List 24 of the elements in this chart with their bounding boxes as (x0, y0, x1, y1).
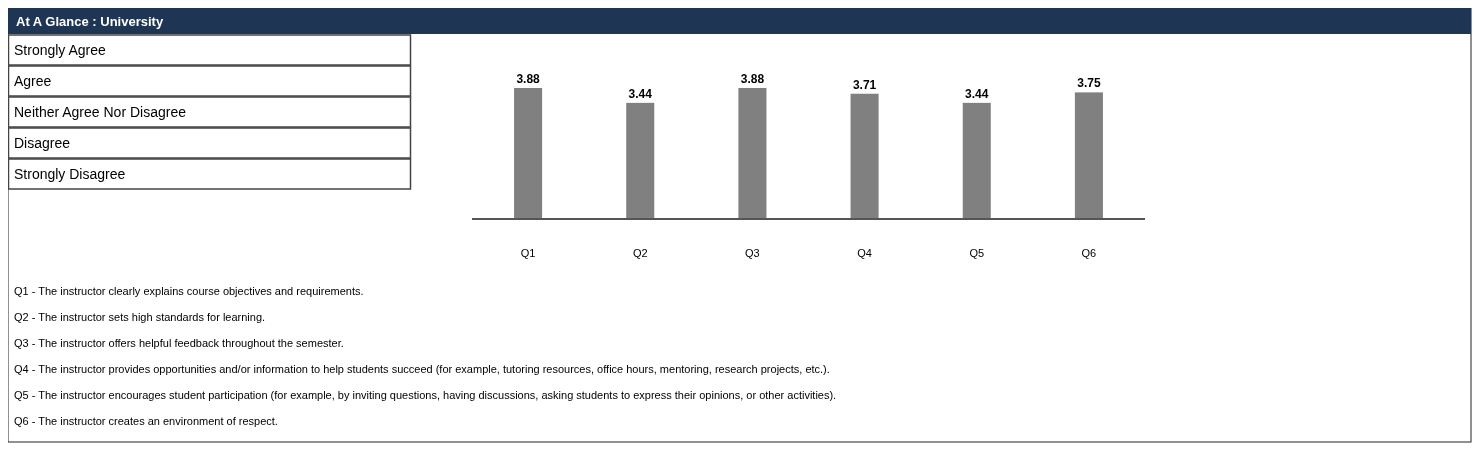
x-tick-label: Q1 (520, 247, 536, 259)
x-tick-label: Q4 (857, 247, 872, 259)
text: Q6 - The instructor creates an environment of respect. (14, 415, 278, 427)
text: Disagree (14, 135, 71, 151)
x-tick-label: Q3 (745, 247, 760, 259)
text: Q5 - The instructor encourages student participation (for example, by inviting questions, having discussions, asking students to express their opinions, or other activities). (14, 389, 837, 401)
text: Q4 - The instructor provides opportunities and/or information to help students succeed (for example, tutoring resources, office hours, mentoring, research projects, etc.). (14, 363, 830, 375)
x-tick-label: Q5 (969, 247, 985, 259)
x-tick-label: Q6 (1081, 247, 1097, 259)
text: Agree (14, 73, 52, 89)
text: Q1 - The instructor clearly explains course objectives and requirements. (14, 285, 364, 297)
data-label: 3.71 (852, 77, 877, 92)
data-label: 3.44 (628, 86, 653, 101)
text: Q2 - The instructor sets high standards for learning. (14, 311, 266, 323)
text: Strongly Disagree (14, 166, 126, 182)
text: At A Glance : University (16, 14, 164, 29)
data-label: 3.75 (1077, 76, 1101, 91)
data-label: 3.88 (740, 72, 765, 86)
x-tick-label: Q2 (632, 247, 648, 259)
text: Q3 - The instructor offers helpful feedback throughout the semester. (14, 337, 344, 349)
text: Neither Agree Nor Disagree (14, 104, 187, 120)
data-label: 3.44 (965, 86, 989, 101)
data-label: 3.88 (516, 72, 541, 86)
text: Strongly Agree (14, 42, 107, 58)
